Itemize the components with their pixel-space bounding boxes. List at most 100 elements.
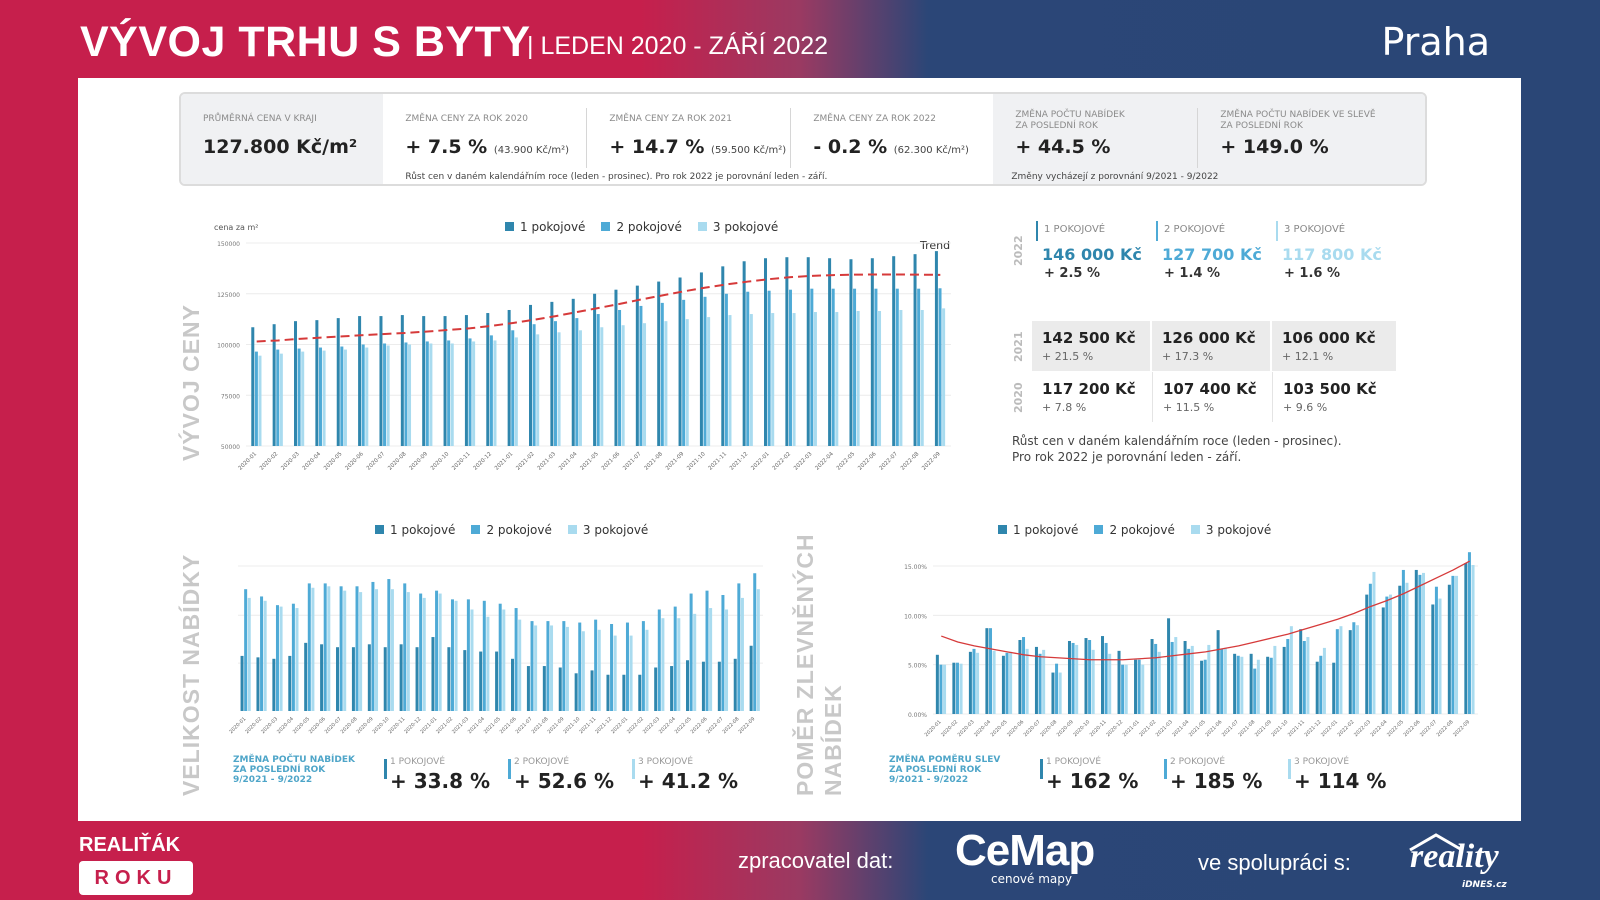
x-tick-label: 2022-09: [737, 716, 756, 735]
bar-3room: [1124, 664, 1128, 714]
bar-3room: [1471, 565, 1475, 714]
bar-2room: [419, 593, 423, 711]
x-tick-label: 2022-06: [1403, 719, 1422, 738]
legend-item: 1 pokojové: [998, 523, 1078, 537]
bar-3room: [514, 337, 518, 446]
bar-3room: [771, 313, 775, 446]
supply-chart: 2020-012020-022020-032020-042020-052020-…: [228, 565, 763, 735]
x-tick-label: 2020-11: [451, 451, 471, 471]
y-tick-label: 150000: [217, 241, 240, 248]
divider: [1197, 108, 1199, 168]
bar-1room: [1381, 607, 1385, 714]
price-cell: 117 200 Kč + 7.8 %: [1042, 380, 1136, 414]
bar-3room: [725, 609, 729, 711]
bar-1room: [320, 644, 324, 711]
price-table-note: Růst cen v daném kalendářním roce (leden…: [1012, 434, 1342, 464]
bar-3room: [643, 323, 647, 446]
bar-3room: [247, 597, 251, 711]
bar-3room: [1025, 648, 1029, 714]
bar-3room: [454, 600, 458, 711]
bar-1room: [1134, 659, 1138, 714]
bar-3room: [878, 311, 882, 446]
bar-2room: [689, 593, 693, 711]
bar-3room: [1306, 637, 1310, 714]
bar-3room: [493, 340, 497, 446]
bar-2room: [1154, 643, 1158, 714]
x-tick-label: 2020-11: [1089, 719, 1108, 738]
bar-1room: [383, 647, 387, 711]
bar-1room: [367, 644, 371, 711]
bar-1room: [590, 670, 594, 711]
bar-1room: [1167, 618, 1171, 714]
supply-stats-caption: ZMĚNA POČTU NABÍDEK ZA POSLEDNÍ ROK 9/2021…: [233, 755, 355, 785]
bar-3room: [1256, 659, 1260, 714]
legend-swatch-icon: [1190, 525, 1200, 534]
bar-2room: [1104, 642, 1108, 714]
bar-3room: [472, 341, 476, 446]
bar-2room: [939, 664, 943, 714]
bar-1room: [304, 642, 308, 711]
legend-swatch-icon: [601, 222, 611, 231]
bar-1room: [526, 666, 530, 711]
column-header: 3 POKOJOVÉ: [1276, 221, 1345, 241]
bar-2room: [291, 603, 295, 711]
bar-1room: [464, 315, 468, 446]
column-header: 2 POKOJOVÉ: [1156, 221, 1225, 241]
x-tick-label: 2021-01: [494, 451, 514, 471]
year-label-2020: 2020: [1012, 382, 1025, 413]
x-tick-label: 2022-08: [900, 451, 921, 472]
bar-2room: [989, 628, 993, 714]
x-tick-label: 2021-11: [708, 451, 728, 471]
bar-3room: [486, 616, 490, 711]
legend-item: 1 pokojové: [375, 523, 455, 537]
bar-2room: [530, 621, 534, 711]
bar-3room: [311, 587, 315, 711]
bar-2room: [1286, 639, 1290, 714]
x-tick-label: 2022-01: [750, 451, 770, 471]
bar-2room: [788, 289, 792, 446]
bar-2room: [387, 579, 391, 711]
bar-2room: [917, 288, 921, 446]
x-tick-label: 2020-10: [430, 451, 451, 472]
bar-3room: [693, 613, 697, 711]
bar-2room: [323, 583, 327, 711]
kpi-label: ZMĚNA CENY ZA ROK 2021: [609, 114, 732, 124]
x-tick-label: 2022-04: [814, 451, 835, 472]
bar-1room: [849, 259, 853, 446]
bar-2room: [1055, 663, 1059, 714]
bar-1room: [1018, 640, 1022, 714]
bar-1room: [558, 667, 562, 711]
x-tick-label: 2021-12: [1303, 719, 1322, 738]
y-tick-label: 5.00%: [908, 663, 927, 670]
x-tick-label: 2021-09: [1254, 719, 1273, 738]
kpi-strip: PRŮMĚRNÁ CENA V KRAJI 127.800 Kč/m² ZMĚN…: [179, 92, 1427, 186]
bar-3room: [1421, 572, 1425, 714]
bar-2room: [511, 330, 515, 446]
pct-2022-3room: + 1.6 %: [1284, 266, 1340, 281]
x-tick-label: 2021-07: [622, 451, 643, 472]
bar-3room: [565, 626, 569, 711]
bar-3room: [629, 635, 633, 711]
bar-1room: [670, 666, 674, 711]
bar-1room: [1200, 660, 1204, 714]
bar-3room: [406, 592, 410, 711]
bar-1room: [511, 658, 515, 711]
bar-2room: [1434, 586, 1438, 714]
kpi-label: ZMĚNA CENY ZA ROK 2020: [405, 114, 528, 124]
discount-stat-3room: 3 POKOJOVÉ + 114 %: [1288, 757, 1386, 793]
bar-2room: [1005, 652, 1009, 714]
bar-3room: [1042, 649, 1046, 714]
bar-3room: [1405, 582, 1409, 714]
discount-stat-1room: 1 POKOJOVÉ + 162 %: [1040, 757, 1138, 793]
x-tick-label: 2020-04: [302, 451, 323, 472]
legend-swatch-icon: [998, 525, 1007, 534]
bar-1room: [968, 651, 972, 714]
bar-3room: [279, 606, 283, 711]
bar-1room: [721, 266, 725, 446]
y-axis-title: cena za m²: [214, 223, 258, 232]
reality-logo: reality: [1410, 838, 1499, 875]
bar-3room: [1058, 672, 1062, 714]
bar-1room: [828, 258, 832, 446]
bar-1room: [288, 655, 292, 711]
bar-2room: [639, 305, 643, 446]
